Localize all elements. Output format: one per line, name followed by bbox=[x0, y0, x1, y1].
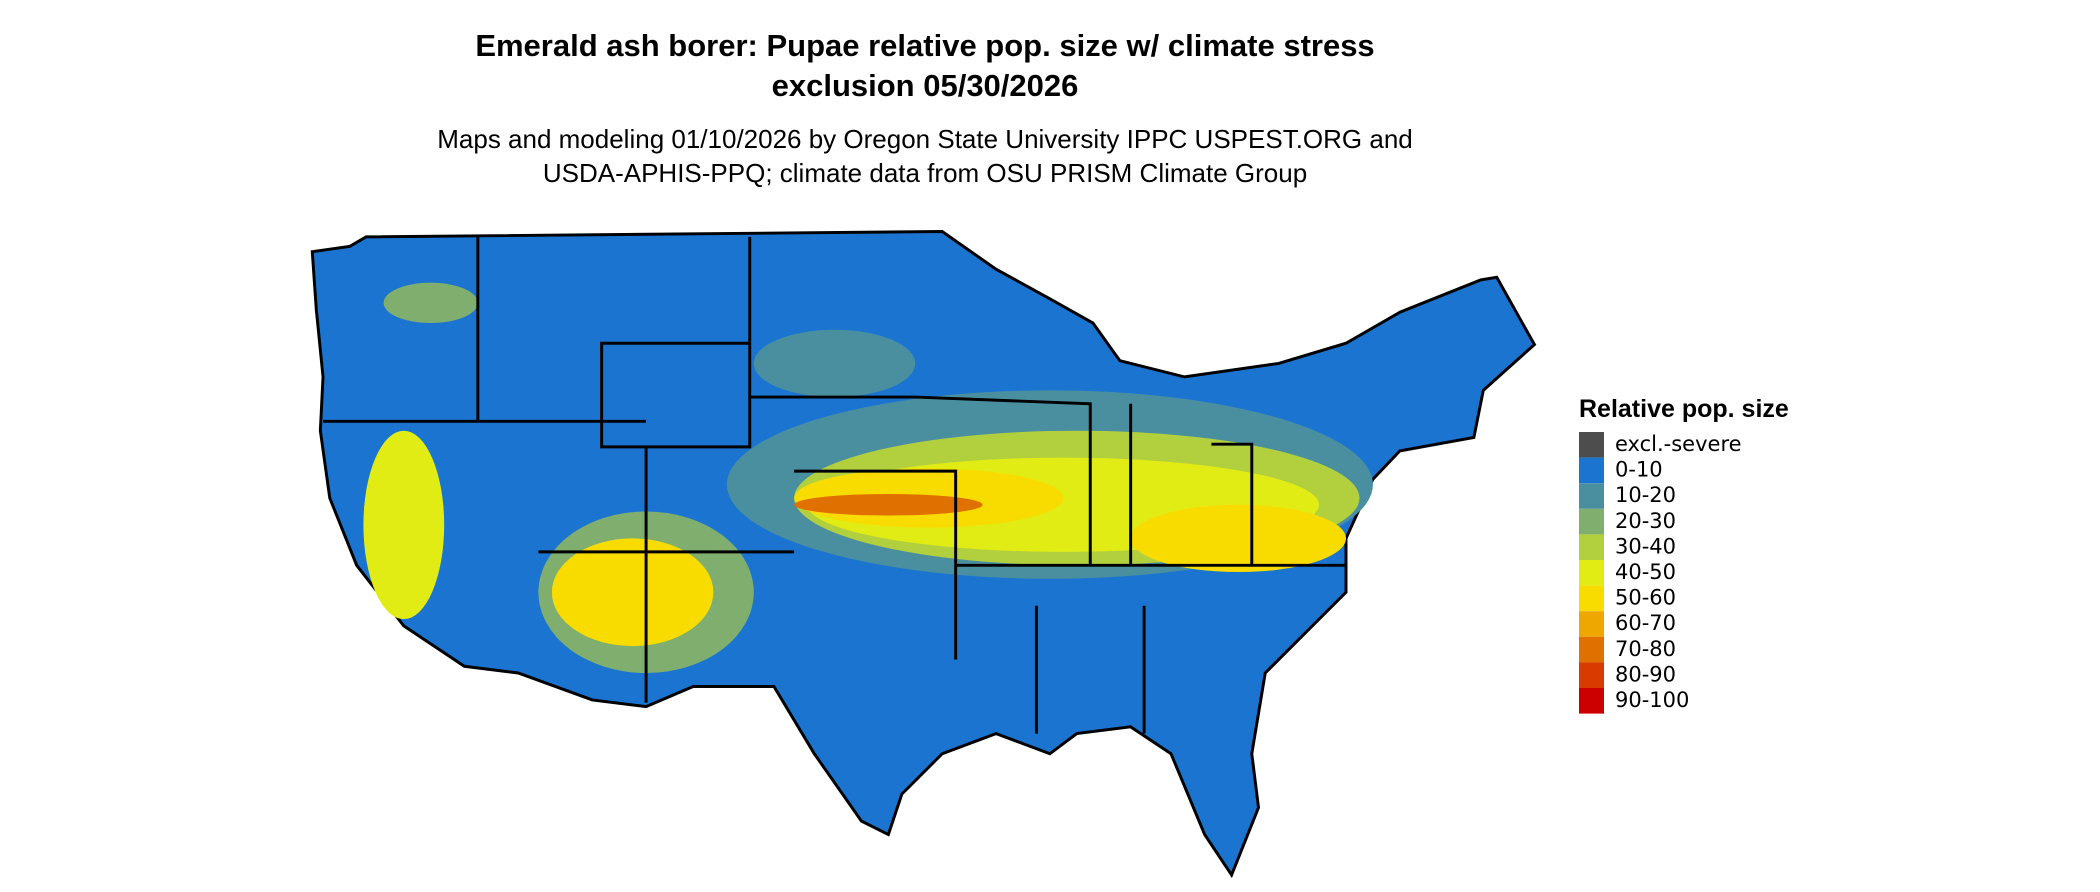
legend-swatch bbox=[1579, 534, 1604, 560]
zone bbox=[551, 538, 714, 647]
legend-swatch bbox=[1579, 611, 1604, 637]
zone bbox=[1130, 504, 1346, 573]
legend-label: 20-30 bbox=[1615, 509, 1676, 533]
legend-swatch bbox=[1579, 432, 1604, 458]
zone bbox=[794, 493, 983, 516]
legend-swatch bbox=[1579, 585, 1604, 612]
legend-swatch bbox=[1579, 508, 1604, 535]
legend-label: 10-20 bbox=[1615, 483, 1676, 507]
subtitle-line: Maps and modeling 01/10/2026 by Oregon S… bbox=[437, 124, 1413, 154]
map bbox=[310, 230, 1537, 879]
legend-label: 0-10 bbox=[1615, 458, 1663, 482]
legend-swatch bbox=[1579, 457, 1604, 484]
legend-label: 50-60 bbox=[1615, 586, 1676, 610]
legend-swatch bbox=[1579, 560, 1604, 586]
legend: Relative pop. size excl.-severe0-1010-202… bbox=[1579, 395, 1789, 714]
legend-label: 90-100 bbox=[1615, 688, 1689, 712]
legend-label: 40-50 bbox=[1615, 560, 1676, 584]
titles: Emerald ash borer: Pupae relative pop. s… bbox=[437, 28, 1413, 188]
zone bbox=[753, 329, 916, 398]
legend-swatch bbox=[1579, 483, 1604, 509]
legend-swatch bbox=[1579, 662, 1604, 688]
title-line: exclusion 05/30/2026 bbox=[772, 68, 1079, 103]
legend-title: Relative pop. size bbox=[1579, 395, 1789, 423]
legend-label: 70-80 bbox=[1615, 637, 1676, 661]
border bbox=[323, 236, 1346, 734]
zone bbox=[363, 430, 445, 620]
legend-label: 60-70 bbox=[1615, 611, 1676, 635]
zone bbox=[383, 282, 478, 324]
title-line: Emerald ash borer: Pupae relative pop. s… bbox=[475, 28, 1374, 63]
legend-label: 30-40 bbox=[1615, 534, 1676, 558]
state-borders bbox=[323, 236, 1346, 734]
legend-swatch bbox=[1579, 688, 1604, 714]
legend-swatch bbox=[1579, 636, 1604, 663]
subtitle-line: USDA-APHIS-PPQ; climate data from OSU PR… bbox=[543, 158, 1307, 188]
legend-label: 80-90 bbox=[1615, 662, 1676, 686]
legend-label: excl.-severe bbox=[1615, 432, 1742, 456]
